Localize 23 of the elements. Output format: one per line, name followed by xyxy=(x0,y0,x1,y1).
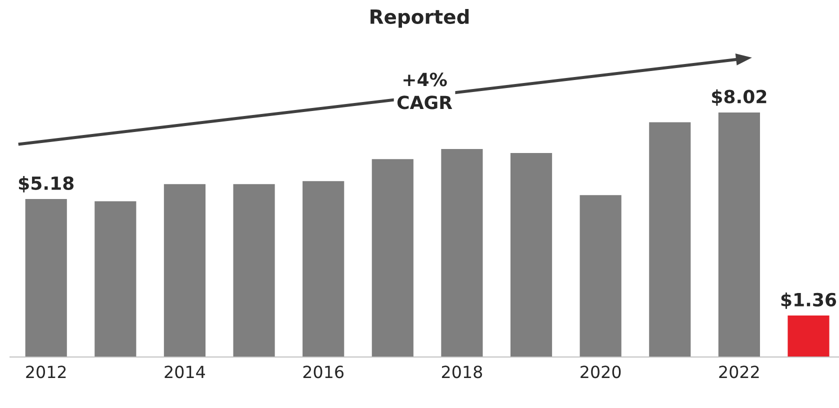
x-tick-label: 2018 xyxy=(442,366,482,378)
bar xyxy=(372,159,414,357)
x-tick-label: 2016 xyxy=(303,366,344,378)
bar xyxy=(302,181,344,357)
chart-title: Reported xyxy=(370,8,469,28)
x-tick-label: 2020 xyxy=(580,366,621,378)
bar xyxy=(510,153,552,357)
data-label: $1.36 xyxy=(781,292,836,309)
bar xyxy=(441,149,483,357)
data-label: $8.02 xyxy=(712,89,766,106)
bar xyxy=(94,201,136,357)
bar xyxy=(580,195,622,357)
bar xyxy=(233,184,275,357)
text: +4% CAGR xyxy=(397,72,452,110)
bar xyxy=(25,199,67,357)
bar xyxy=(649,122,691,357)
x-tick-label: 2012 xyxy=(26,366,66,378)
x-tick-label: 2022 xyxy=(719,366,759,378)
x-tick-label: 2014 xyxy=(164,366,205,378)
data-label: $5.18 xyxy=(18,176,74,192)
bar xyxy=(164,184,206,357)
bar xyxy=(788,316,830,357)
bar xyxy=(718,112,760,357)
